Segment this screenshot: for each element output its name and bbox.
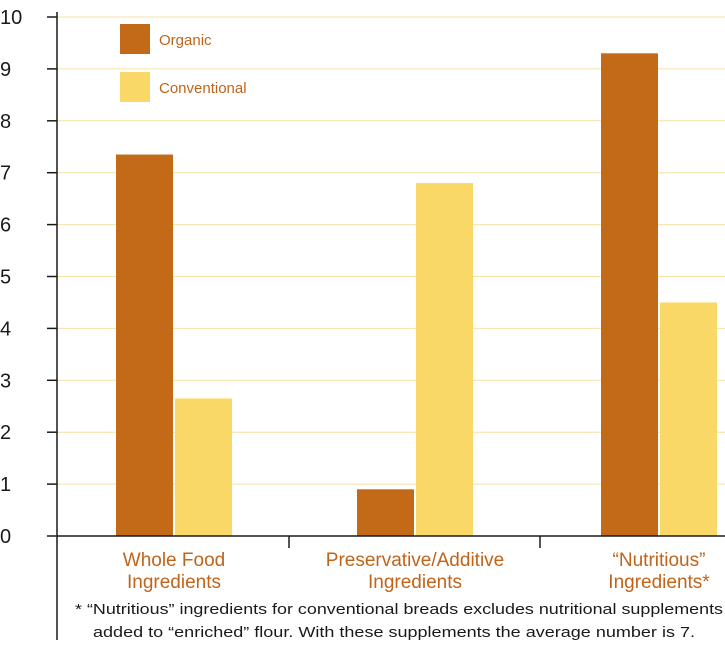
y-tick-label-2: 2	[0, 422, 11, 444]
x-category-labels: Whole FoodIngredientsPreservative/Additi…	[123, 550, 711, 593]
x-category-label: Whole Food	[123, 550, 225, 571]
legend-label-organic: Organic	[159, 32, 212, 49]
legend: Organic Conventional	[120, 24, 247, 102]
legend-swatch-conventional	[120, 72, 150, 102]
x-category-label: Ingredients*	[608, 572, 710, 593]
y-tick-label-5: 5	[0, 267, 11, 289]
bars	[116, 53, 717, 537]
bar-conventional-3	[660, 302, 717, 536]
footnote-line: * “Nutritious” ingredients for conventio…	[75, 601, 723, 618]
bar-conventional-1	[175, 398, 232, 536]
y-tick-label-10: 10	[0, 7, 22, 29]
bar-conventional-2	[416, 183, 473, 536]
legend-swatch-organic	[120, 24, 150, 54]
footnote: * “Nutritious” ingredients for conventio…	[75, 601, 723, 641]
y-tick-label-4: 4	[0, 318, 11, 340]
y-tick-label-9: 9	[0, 59, 11, 81]
bar-organic-1	[116, 154, 173, 536]
y-tick-label-8: 8	[0, 111, 11, 133]
y-tick-label-7: 7	[0, 163, 11, 185]
y-tick-label-6: 6	[0, 215, 11, 237]
axes	[47, 12, 725, 640]
x-category-label: Preservative/Additive	[326, 550, 504, 571]
y-tick-label-0: 0	[0, 526, 11, 548]
x-category-label: Ingredients	[368, 572, 462, 593]
y-tick-label-1: 1	[0, 474, 11, 496]
y-tick-label-3: 3	[0, 370, 11, 392]
bar-organic-3	[601, 53, 658, 537]
x-category-label: Ingredients	[127, 572, 221, 593]
legend-label-conventional: Conventional	[159, 80, 247, 97]
y-tick-labels: 0 1 2 3 4 5 6 7 8 9 10	[0, 7, 22, 548]
footnote-line: added to “enriched” flour. With these su…	[93, 624, 695, 641]
bar-organic-2	[357, 489, 414, 536]
x-category-label: “Nutritious”	[613, 550, 706, 571]
